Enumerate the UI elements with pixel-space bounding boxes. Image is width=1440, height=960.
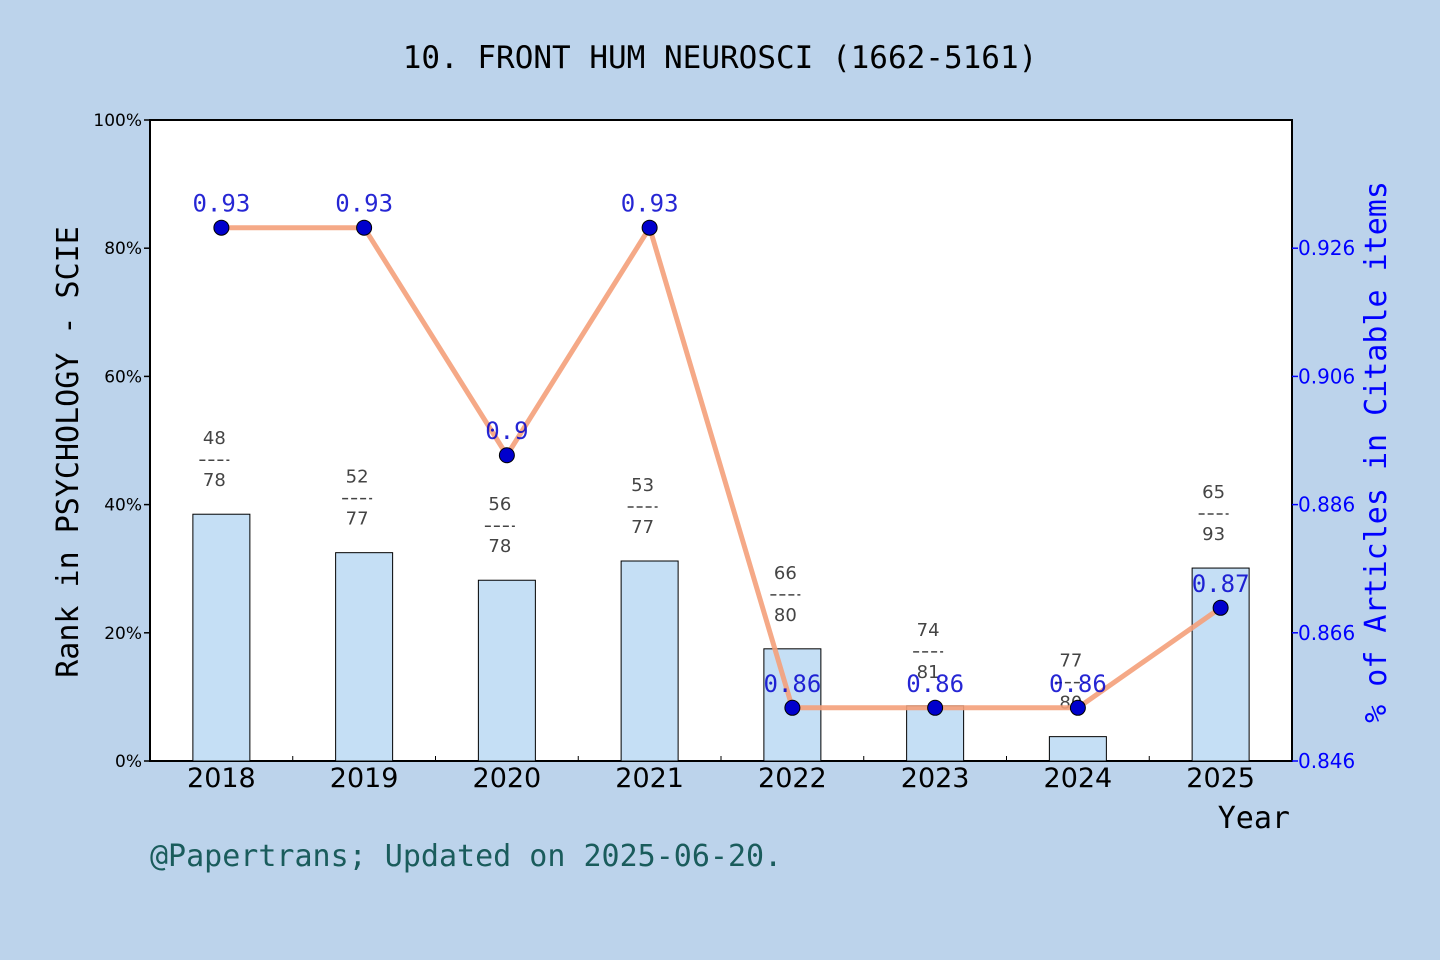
x-tick-label: 2018 bbox=[187, 763, 256, 794]
bar-label-numerator: 74 bbox=[917, 620, 940, 641]
plot-area bbox=[149, 119, 1293, 762]
line-point bbox=[1212, 599, 1229, 616]
y-tick-label: 40% bbox=[104, 496, 142, 516]
bar-label-numerator: 56 bbox=[488, 494, 511, 515]
line-point bbox=[356, 219, 373, 236]
x-tick-label: 2024 bbox=[1044, 763, 1113, 794]
y-tick-label: 80% bbox=[104, 239, 142, 259]
y-axis-left: 0% 20% 40% 60% 80% 100% bbox=[93, 111, 150, 772]
line-point bbox=[641, 219, 658, 236]
y-tick-label: 60% bbox=[104, 367, 142, 387]
x-axis-title: Year bbox=[1218, 801, 1290, 836]
x-tick-label: 2022 bbox=[758, 763, 827, 794]
line-point bbox=[927, 699, 944, 716]
bar-label-numerator: 48 bbox=[203, 428, 226, 449]
y2-tick-label: 0.886 bbox=[1298, 493, 1355, 517]
bar bbox=[906, 705, 965, 762]
line-point bbox=[498, 447, 515, 464]
point-label: 0.93 bbox=[335, 190, 393, 218]
bar bbox=[335, 552, 394, 762]
bar-label-denominator: 80 bbox=[774, 605, 797, 626]
bar-label-denominator: 78 bbox=[203, 470, 226, 491]
point-label: 0.9 bbox=[485, 417, 528, 445]
point-label: 0.86 bbox=[1049, 670, 1107, 698]
bar bbox=[1048, 736, 1107, 762]
line-point bbox=[213, 219, 230, 236]
bar bbox=[192, 513, 251, 762]
x-tick-label: 2021 bbox=[615, 763, 684, 794]
y2-tick-label: 0.906 bbox=[1298, 364, 1355, 388]
bar-label-denominator: 81 bbox=[917, 662, 940, 683]
y-tick-label: 20% bbox=[104, 624, 142, 644]
bar-label-numerator: 53 bbox=[631, 475, 654, 496]
y-tick-label: 0% bbox=[115, 752, 142, 772]
footer-credit: @Papertrans; Updated on 2025-06-20. bbox=[150, 839, 782, 874]
y-tick-label: 100% bbox=[93, 111, 142, 131]
bar bbox=[620, 560, 679, 762]
y2-tick-label: 0.926 bbox=[1298, 236, 1355, 260]
y2-axis-title: % of Articles in Citable items bbox=[1359, 181, 1394, 723]
bar-label-denominator: 77 bbox=[631, 517, 654, 538]
line-point bbox=[1069, 699, 1086, 716]
point-label: 0.86 bbox=[763, 670, 821, 698]
x-tick-label: 2025 bbox=[1186, 763, 1255, 794]
line-series: 0.93 0.93 0.9 0.93 0.86 0.86 0.86 0.87 bbox=[192, 190, 1250, 716]
bar-label-denominator: 93 bbox=[1202, 524, 1225, 545]
line-point bbox=[784, 699, 801, 716]
y2-tick-label: 0.846 bbox=[1298, 749, 1355, 773]
point-label: 0.93 bbox=[192, 190, 250, 218]
x-tick-label: 2020 bbox=[473, 763, 542, 794]
x-axis: 2018 2019 2020 2021 2022 2023 2024 2025 bbox=[149, 756, 1255, 794]
point-label: 0.87 bbox=[1192, 570, 1250, 598]
y-axis-title: Rank in PSYCHOLOGY - SCIE bbox=[51, 226, 86, 678]
bar-label-numerator: 66 bbox=[774, 563, 797, 584]
bar-label-numerator: 65 bbox=[1202, 482, 1225, 503]
bar-label-denominator: 77 bbox=[346, 509, 369, 530]
point-label: 0.86 bbox=[906, 670, 964, 698]
chart-title: 10. FRONT HUM NEUROSCI (1662-5161) bbox=[403, 40, 1038, 76]
bar-label-numerator: 52 bbox=[346, 467, 369, 488]
bar-label-denominator: 78 bbox=[488, 536, 511, 557]
y2-tick-label: 0.866 bbox=[1298, 621, 1355, 645]
bar-label-numerator: 77 bbox=[1059, 651, 1082, 672]
line-path bbox=[218, 225, 1224, 711]
bar bbox=[477, 579, 536, 762]
point-label: 0.93 bbox=[621, 190, 679, 218]
x-tick-label: 2019 bbox=[330, 763, 399, 794]
y-axis-right: 0.846 0.866 0.886 0.906 0.926 bbox=[1292, 236, 1355, 773]
x-tick-label: 2023 bbox=[901, 763, 970, 794]
